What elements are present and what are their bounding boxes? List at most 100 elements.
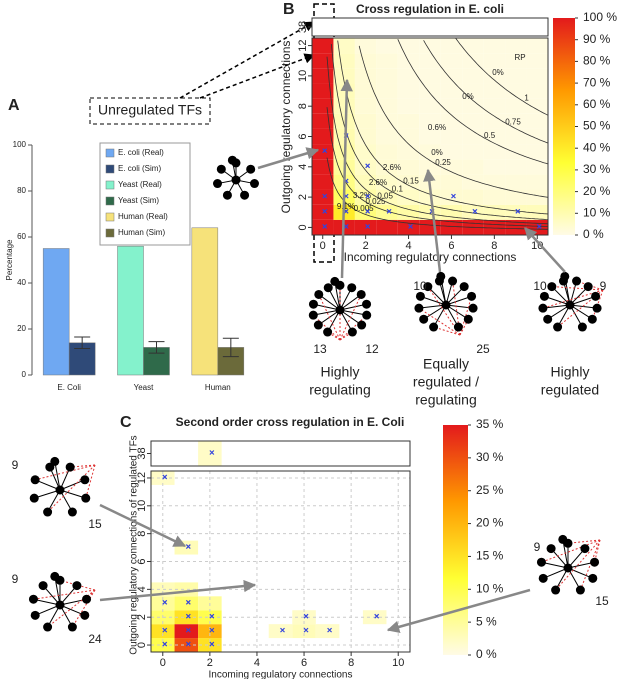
- network-node: [29, 493, 39, 503]
- legend-swatch: [105, 164, 115, 174]
- heat-cell: [312, 38, 334, 54]
- point: [322, 208, 328, 214]
- chart-title: Cross regulation in E. coli: [356, 2, 504, 16]
- heat-cell: [419, 128, 441, 145]
- y-tick-label: 10: [297, 70, 309, 82]
- heat-cell: [505, 144, 527, 160]
- annotation: 0.6%: [428, 123, 446, 132]
- colorbar-label: 20 %: [476, 516, 504, 530]
- heat-cell: [312, 219, 334, 235]
- annotation: 2.6%: [383, 163, 401, 172]
- network-node: [356, 289, 366, 299]
- point: [365, 208, 371, 214]
- chart-title: Second order cross regulation in E. Coli: [176, 415, 405, 429]
- heat-cell: [505, 189, 527, 205]
- heat-cell: [505, 38, 527, 54]
- heat-cell: [462, 128, 484, 145]
- point: [162, 474, 168, 480]
- network-edge: [33, 598, 61, 606]
- heat-cell: [419, 53, 441, 69]
- network-count: 10: [413, 279, 427, 293]
- heat-cell: [312, 53, 334, 69]
- network-node: [592, 303, 602, 313]
- network-node: [72, 581, 82, 591]
- legend-label: Human (Real): [118, 212, 168, 221]
- heat-cell: [354, 174, 377, 190]
- bar: [191, 227, 219, 376]
- contour-line: [326, 157, 548, 230]
- network-node: [38, 581, 48, 591]
- heat-cell: [483, 83, 506, 99]
- network-node: [80, 475, 90, 485]
- network-node: [419, 314, 429, 324]
- contour-line: [330, 44, 549, 220]
- network-node: [80, 610, 90, 620]
- network-edge: [54, 461, 62, 491]
- heat-cell: [505, 159, 527, 175]
- heat-cell: [174, 596, 199, 611]
- heat-cell: [462, 144, 484, 160]
- y-axis-label: Outgoing regulatory connections of regul…: [129, 435, 140, 654]
- dashed-arrow: [179, 21, 315, 99]
- y-tick-label: 12: [297, 39, 309, 51]
- point: [365, 163, 371, 169]
- network-node: [558, 276, 568, 286]
- network-node: [453, 322, 463, 332]
- network-edge-red: [542, 289, 604, 309]
- heat-cell: [483, 113, 506, 129]
- network-node: [308, 299, 318, 309]
- point: [408, 223, 413, 229]
- heat-cell: [376, 204, 398, 220]
- annotation: RP: [514, 53, 525, 62]
- network-edge: [567, 561, 595, 569]
- heat-cell: [505, 174, 527, 190]
- point: [322, 148, 328, 154]
- point: [185, 613, 191, 619]
- heat-cell: [483, 38, 506, 54]
- panel-letter: A: [8, 97, 20, 114]
- heat-cell: [312, 113, 334, 129]
- network-node: [423, 282, 433, 292]
- x-tick-label: Human: [205, 383, 231, 392]
- network-node: [347, 327, 357, 337]
- network-node: [547, 282, 557, 292]
- heat-cell: [483, 68, 506, 84]
- heat-cell: [483, 219, 506, 235]
- heat-cell: [440, 53, 463, 69]
- heat-cell: [376, 68, 398, 84]
- point: [162, 641, 168, 647]
- y-tick-label: 10: [136, 500, 148, 512]
- point: [209, 450, 215, 455]
- heat-cell: [397, 174, 420, 190]
- heat-cell: [526, 204, 548, 220]
- legend-label: Yeast (Sim): [118, 196, 159, 205]
- network-count: 9: [600, 279, 607, 293]
- x-tick-label: 0: [320, 240, 326, 252]
- heat-cell: [505, 68, 527, 84]
- heat-cell: [526, 68, 548, 84]
- annotation: 0%: [492, 68, 504, 77]
- network-node: [583, 282, 593, 292]
- y-tick-label: 4: [297, 164, 309, 170]
- y-tick-label: 0: [297, 224, 309, 230]
- break-bg: [312, 18, 548, 36]
- heat-cell: [397, 98, 420, 114]
- heat-cell: [376, 128, 398, 145]
- network-node: [546, 544, 556, 554]
- colorbar-label: 10 %: [476, 581, 504, 595]
- network-node: [335, 280, 345, 290]
- network-node: [222, 190, 232, 200]
- heat-cell: [312, 128, 334, 145]
- network-edge-red: [71, 589, 96, 628]
- point: [515, 208, 521, 214]
- network-node: [231, 158, 241, 168]
- y-axis-label: Outgoing regulatory connections: [279, 41, 293, 214]
- dashed-arrow: [199, 53, 315, 99]
- network-node: [543, 314, 553, 324]
- contour-line: [358, 45, 549, 198]
- heat-cell: [505, 204, 527, 220]
- network-node: [415, 291, 425, 301]
- network-node: [30, 475, 40, 485]
- y-tick-label: 40: [17, 278, 26, 287]
- network-node: [434, 276, 444, 286]
